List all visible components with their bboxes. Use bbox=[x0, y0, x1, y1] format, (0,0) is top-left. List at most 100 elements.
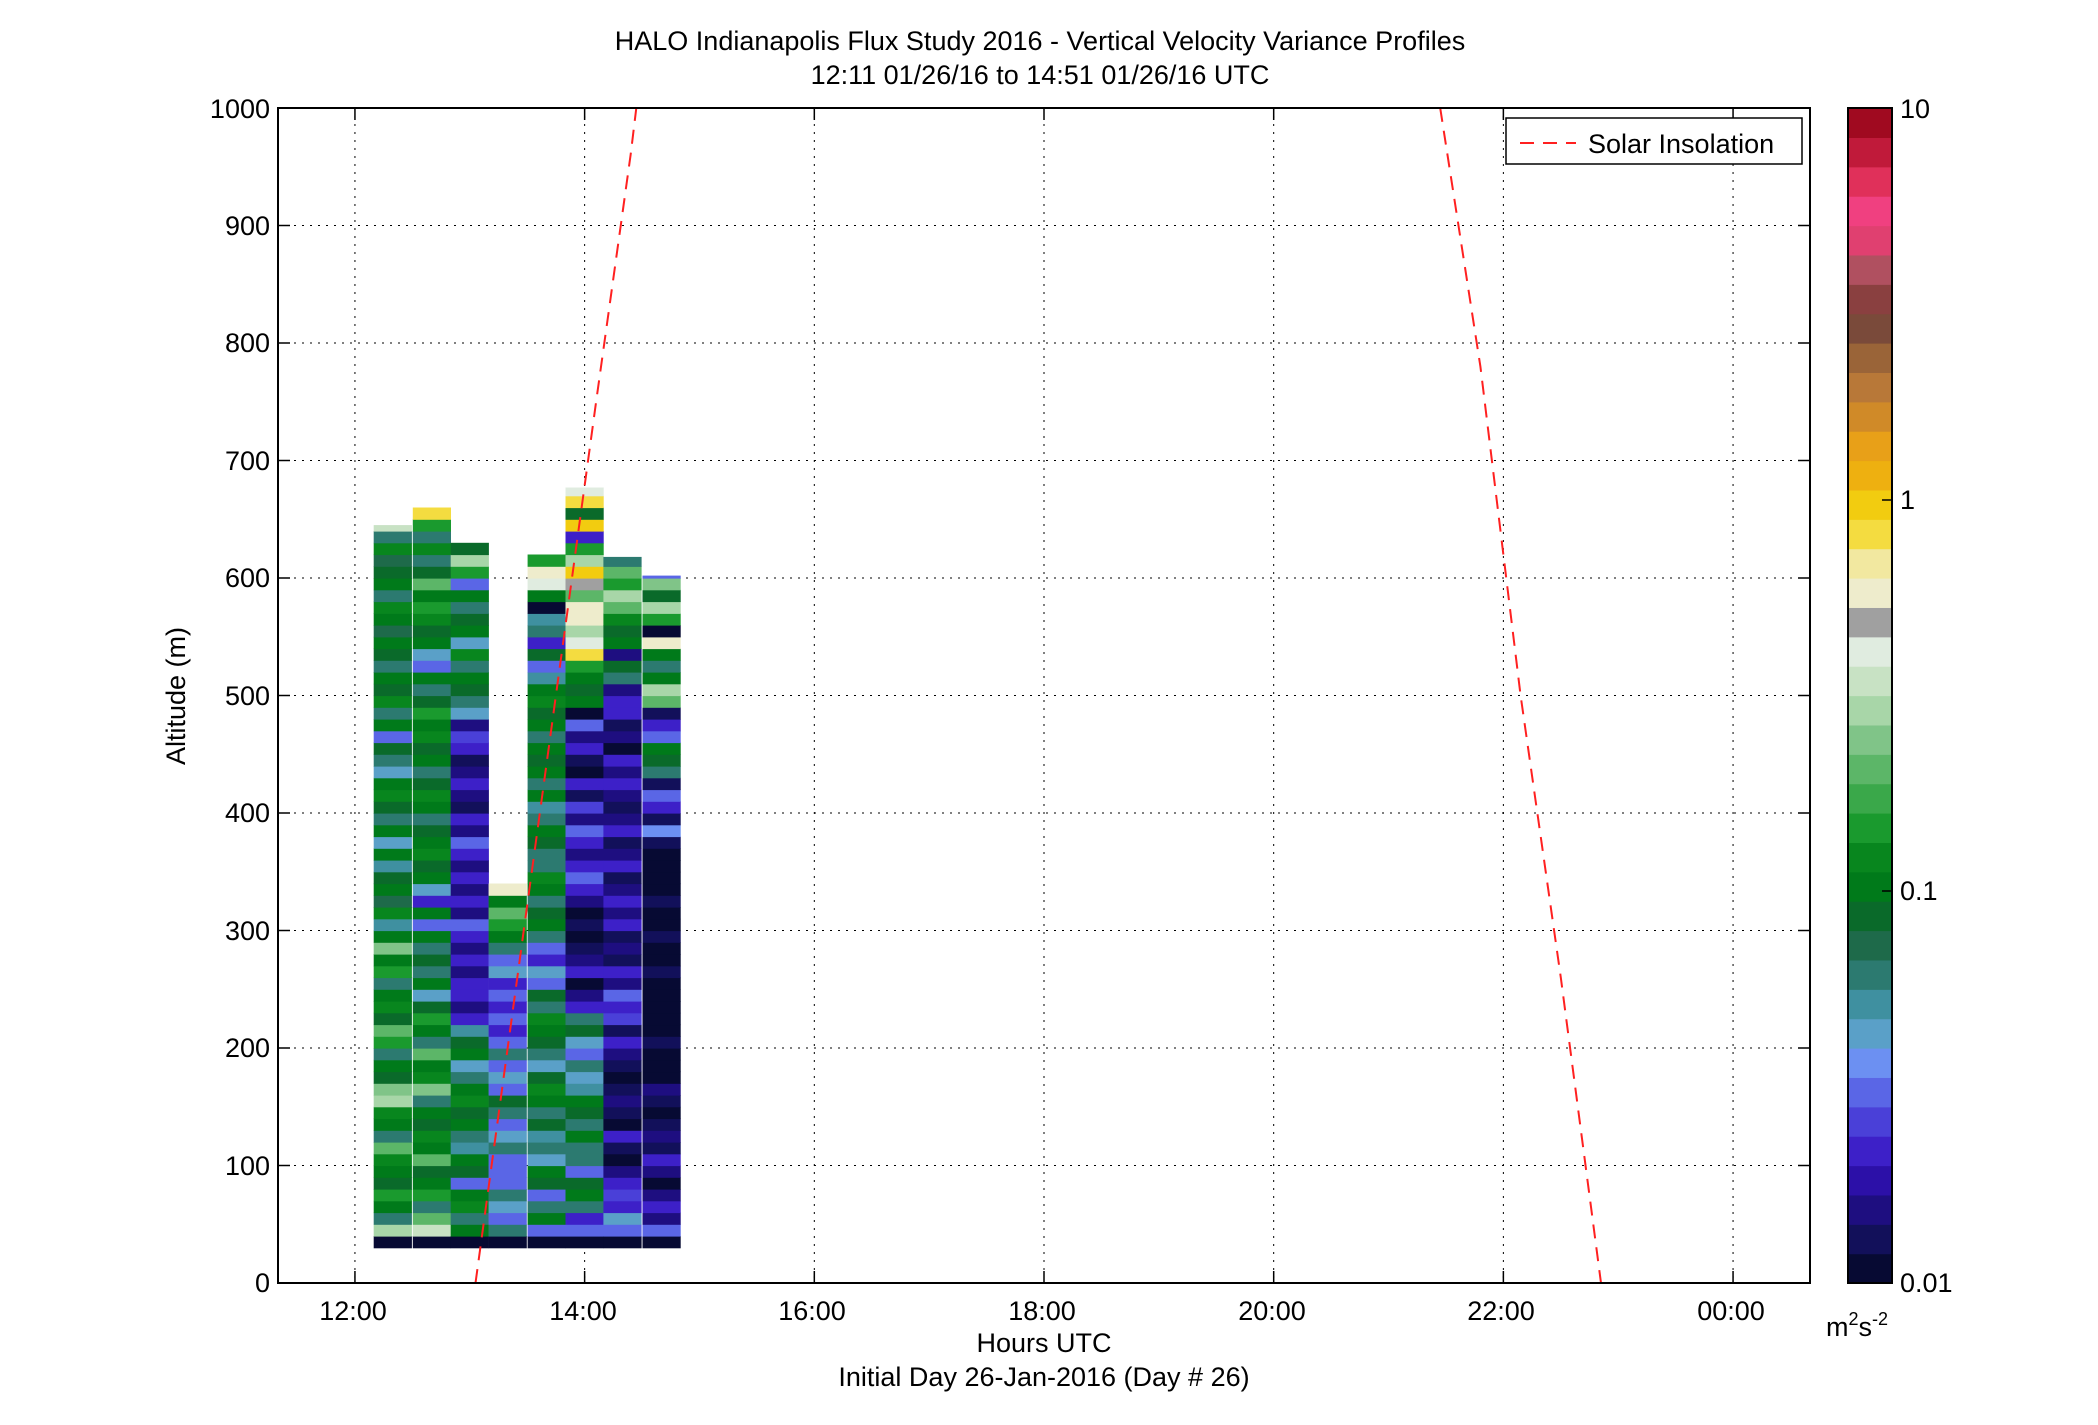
heatmap-cell bbox=[488, 1165, 527, 1178]
heatmap-cell bbox=[642, 871, 681, 885]
heatmap-cell bbox=[603, 930, 642, 943]
heatmap-cell bbox=[565, 601, 604, 614]
y-tick-labels: 0 100 200 300 400 500 600 700 800 900 10… bbox=[210, 94, 270, 1298]
colorbar-step bbox=[1848, 254, 1892, 285]
heatmap-cell bbox=[373, 1130, 412, 1143]
heatmap-cell bbox=[603, 707, 642, 720]
heatmap-cell bbox=[565, 1130, 604, 1143]
heatmap-cell bbox=[527, 1118, 566, 1131]
colorbar-step bbox=[1848, 695, 1892, 726]
heatmap-cell bbox=[642, 648, 681, 661]
heatmap-cell bbox=[565, 487, 604, 497]
heatmap-cell bbox=[488, 907, 527, 920]
heatmap-cell bbox=[527, 1142, 566, 1155]
heatmap-cell bbox=[373, 907, 412, 920]
heatmap-cell bbox=[412, 766, 451, 779]
heatmap-cell bbox=[527, 977, 566, 990]
heatmap-cell bbox=[373, 578, 412, 591]
colorbar-units: m2s-2 bbox=[1826, 1309, 1888, 1342]
heatmap-cell bbox=[565, 1036, 604, 1049]
heatmap-cell bbox=[412, 1048, 451, 1061]
heatmap-cell bbox=[603, 589, 642, 603]
heatmap-cell bbox=[642, 1165, 681, 1178]
heatmap-cell bbox=[450, 1130, 489, 1143]
heatmap-cell bbox=[603, 977, 642, 990]
heatmap-cell bbox=[603, 848, 642, 861]
heatmap-cell bbox=[450, 1071, 489, 1084]
heatmap-cell bbox=[603, 695, 642, 708]
heatmap-cell bbox=[373, 648, 412, 661]
heatmap-cell bbox=[527, 1036, 566, 1049]
heatmap-cell bbox=[565, 672, 604, 685]
colorbar-step bbox=[1848, 1018, 1892, 1049]
colorbar-tick-label: 0.01 bbox=[1900, 1268, 1953, 1298]
heatmap-cell bbox=[450, 695, 489, 708]
heatmap-cell bbox=[527, 754, 566, 767]
heatmap-cell bbox=[450, 965, 489, 979]
heatmap-cell bbox=[450, 683, 489, 697]
heatmap-cell bbox=[412, 824, 451, 838]
heatmap-cell bbox=[373, 1142, 412, 1155]
colorbar-step bbox=[1848, 343, 1892, 373]
heatmap-cell bbox=[527, 860, 566, 873]
heatmap-cell bbox=[450, 1048, 489, 1061]
heatmap-cell bbox=[603, 730, 642, 744]
y-tick-label: 600 bbox=[225, 563, 270, 593]
heatmap-cell bbox=[373, 1189, 412, 1202]
colorbar-step bbox=[1848, 196, 1892, 227]
heatmap-cell bbox=[450, 1189, 489, 1202]
heatmap-cell bbox=[642, 907, 681, 920]
heatmap-cell bbox=[450, 589, 489, 603]
heatmap-cell bbox=[450, 1236, 489, 1249]
colorbar-step bbox=[1848, 372, 1892, 403]
heatmap-cell bbox=[642, 1083, 681, 1096]
heatmap-cell bbox=[412, 1001, 451, 1014]
heatmap-cell bbox=[450, 1106, 489, 1120]
heatmap-cell bbox=[412, 1177, 451, 1190]
heatmap-cell bbox=[527, 1177, 566, 1190]
heatmap-cell bbox=[373, 525, 412, 532]
y-tick-label: 200 bbox=[225, 1033, 270, 1063]
heatmap-cell bbox=[603, 625, 642, 638]
heatmap-cell bbox=[412, 954, 451, 967]
colorbar-step bbox=[1848, 284, 1892, 315]
heatmap-cell bbox=[603, 742, 642, 755]
colorbar-step bbox=[1848, 959, 1892, 990]
heatmap-cell bbox=[603, 907, 642, 920]
heatmap-cell bbox=[642, 848, 681, 861]
x-tick-label: 20:00 bbox=[1238, 1296, 1306, 1326]
heatmap-cell bbox=[565, 789, 604, 802]
heatmap-cell bbox=[488, 1106, 527, 1120]
heatmap-cell bbox=[565, 1024, 604, 1037]
heatmap-cell bbox=[565, 707, 604, 720]
heatmap-cell bbox=[642, 1200, 681, 1214]
heatmap-cell bbox=[488, 954, 527, 967]
heatmap-cell bbox=[565, 1106, 604, 1120]
heatmap-cell bbox=[527, 1212, 566, 1225]
heatmap-cell bbox=[527, 648, 566, 661]
heatmap-cell bbox=[412, 695, 451, 708]
colorbar-step bbox=[1848, 607, 1892, 638]
heatmap-cell bbox=[565, 907, 604, 920]
heatmap-cell bbox=[565, 766, 604, 779]
heatmap-cell bbox=[642, 1189, 681, 1202]
heatmap-cell bbox=[450, 707, 489, 720]
y-tick-label: 100 bbox=[225, 1151, 270, 1181]
heatmap-cell bbox=[565, 1118, 604, 1131]
heatmap-cell bbox=[412, 918, 451, 932]
heatmap-cell bbox=[373, 601, 412, 614]
legend-box bbox=[1505, 117, 1803, 165]
heatmap-cell bbox=[527, 895, 566, 908]
heatmap-cell bbox=[488, 989, 527, 1002]
colorbar-step bbox=[1848, 578, 1892, 608]
chart-subtitle: 12:11 01/26/16 to 14:51 01/26/16 UTC bbox=[811, 60, 1270, 90]
heatmap-cell bbox=[527, 625, 566, 638]
heatmap-cell bbox=[488, 918, 527, 932]
heatmap-cell bbox=[373, 636, 412, 650]
heatmap-cell bbox=[603, 1071, 642, 1084]
heatmap-cell bbox=[412, 1236, 451, 1249]
heatmap-cell bbox=[527, 672, 566, 685]
heatmap-cell bbox=[488, 883, 527, 896]
heatmap-cell bbox=[527, 1236, 566, 1249]
heatmap-cell bbox=[642, 589, 681, 603]
